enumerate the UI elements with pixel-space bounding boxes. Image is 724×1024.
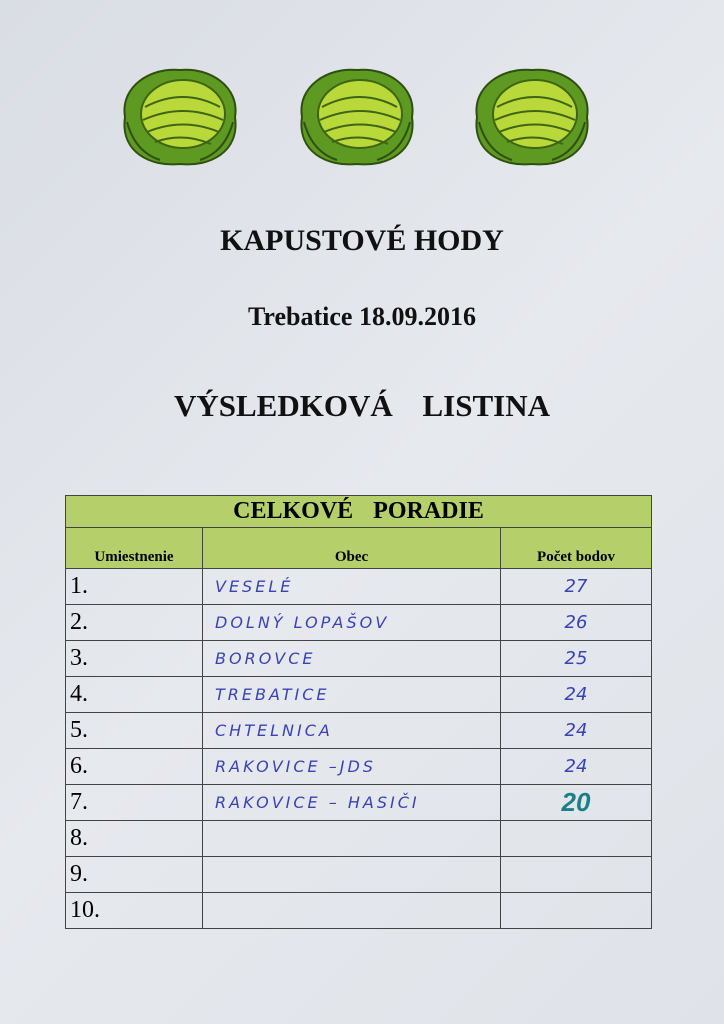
table-title: CELKOVÉ PORADIE <box>65 495 652 528</box>
obec-cell: RAKOVICE –JDS <box>202 748 501 785</box>
table-row: 9. <box>65 856 652 893</box>
table-row: 7. RAKOVICE – HASIČI 20 <box>65 784 652 821</box>
points-cell: 24 <box>500 712 652 749</box>
obec-cell: CHTELNICA <box>202 712 501 749</box>
table-row: 10. <box>65 892 652 929</box>
cabbage-icon <box>467 62 597 172</box>
cabbage-icon <box>115 62 245 172</box>
place-cell: 3. <box>65 640 203 677</box>
table-row: 4. TREBATICE 24 <box>65 676 652 713</box>
obec-cell: BOROVCE <box>202 640 501 677</box>
points-cell: 27 <box>500 568 652 605</box>
document-subtitle: Trebatice 18.09.2016 <box>248 302 476 331</box>
points-cell <box>500 856 652 893</box>
points-cell: 26 <box>500 604 652 641</box>
column-header: Počet bodov <box>500 527 652 569</box>
results-table: CELKOVÉ PORADIE Umiestnenie Obec Počet b… <box>65 495 652 929</box>
obec-cell: TREBATICE <box>202 676 501 713</box>
place-cell: 7. <box>65 784 203 821</box>
table-row: 6. RAKOVICE –JDS 24 <box>65 748 652 785</box>
table-row: 3. BOROVCE 25 <box>65 640 652 677</box>
place-cell: 2. <box>65 604 203 641</box>
place-cell: 6. <box>65 748 203 785</box>
table-row: 2. DOLNÝ LOPAŠOV 26 <box>65 604 652 641</box>
obec-cell <box>202 820 501 857</box>
place-cell: 9. <box>65 856 203 893</box>
table-row: 8. <box>65 820 652 857</box>
cabbage-icon <box>292 62 422 172</box>
obec-cell: VESELÉ <box>202 568 501 605</box>
table-row: 5. CHTELNICA 24 <box>65 712 652 749</box>
document-title: KAPUSTOVÉ HODY <box>220 224 504 257</box>
points-cell: 24 <box>500 676 652 713</box>
table-row: 1. VESELÉ 27 <box>65 568 652 605</box>
place-cell: 5. <box>65 712 203 749</box>
place-cell: 10. <box>65 892 203 929</box>
place-cell: 8. <box>65 820 203 857</box>
points-cell: 20 <box>500 784 652 821</box>
points-cell: 25 <box>500 640 652 677</box>
obec-cell <box>202 892 501 929</box>
points-cell <box>500 892 652 929</box>
document-heading: VÝSLEDKOVÁ LISTINA <box>173 388 550 423</box>
obec-cell <box>202 856 501 893</box>
column-header: Umiestnenie <box>65 527 203 569</box>
obec-cell: RAKOVICE – HASIČI <box>202 784 501 821</box>
obec-cell: DOLNÝ LOPAŠOV <box>202 604 501 641</box>
cabbage-decorations <box>0 62 724 172</box>
column-header: Obec <box>202 527 501 569</box>
place-cell: 1. <box>65 568 203 605</box>
points-cell <box>500 820 652 857</box>
place-cell: 4. <box>65 676 203 713</box>
points-cell: 24 <box>500 748 652 785</box>
